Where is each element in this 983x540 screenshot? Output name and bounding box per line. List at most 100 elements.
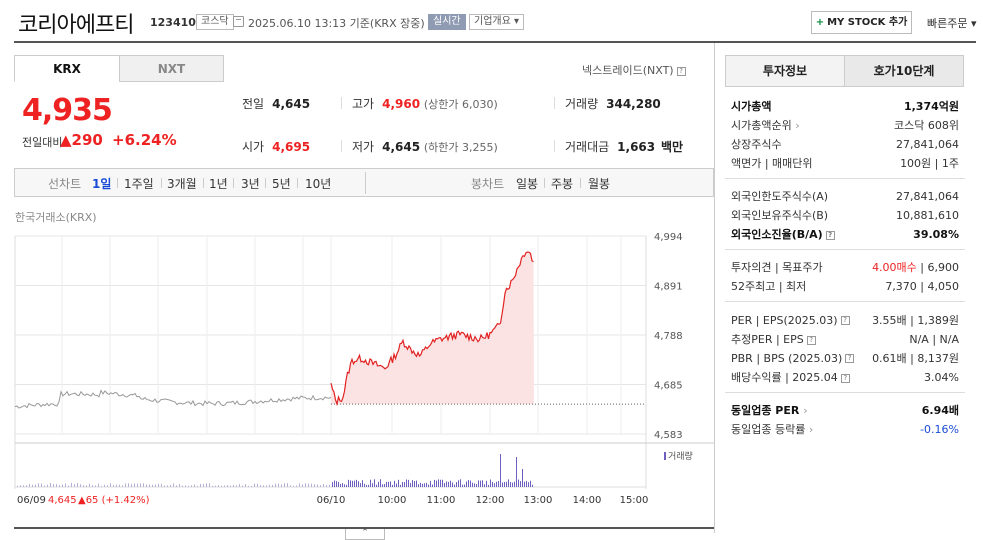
volume-bar [452,482,453,487]
market-cap-rank-row[interactable]: 시가총액순위 › 코스닥 608위 [731,116,959,134]
mystock-add-button[interactable]: + MY STOCK 추가 [811,11,912,34]
company-overview-button[interactable]: 기업개요 ▾ [469,14,525,30]
period-daily[interactable]: 일봉 [516,177,539,191]
period-1d[interactable]: 1일 [92,177,112,191]
volume-bar [490,479,491,487]
x-tick-label: 12:00 [476,495,505,506]
volume-bar [200,483,201,487]
period-1w[interactable]: 1주일 [124,177,154,191]
help-icon[interactable]: ? [840,373,850,383]
volume-bar [56,484,57,487]
volume-bar [281,484,282,487]
volume-bar [334,480,335,487]
divider [341,97,342,109]
volume-bar [522,469,523,487]
help-icon[interactable]: ? [676,66,686,76]
volume-bar [416,480,417,487]
volume-bar [254,483,255,487]
collapse-button[interactable]: ⌃ [345,529,385,540]
change-percent: +6.24% [112,131,177,149]
help-icon[interactable]: ? [825,230,835,240]
divider [297,178,298,188]
industry-per-row[interactable]: 동일업종 PER › 6.94배 [731,401,959,419]
amount-unit: 백만 [660,140,684,154]
tab-orderbook[interactable]: 호가10단계 [844,55,964,87]
y-tick-label: 4,685 [654,381,683,392]
period-5y[interactable]: 5년 [272,177,291,191]
volume-bar [450,480,451,487]
volume-bar [472,482,473,487]
volume-bar [376,484,377,487]
volume-bar [418,484,419,487]
period-1y[interactable]: 1년 [209,177,228,191]
period-3m[interactable]: 3개월 [167,177,197,191]
candle-chart-label: 봉차트 [471,177,505,191]
volume-bar [299,483,300,487]
help-icon[interactable]: ? [845,354,855,363]
prev-value: 4,645 [272,97,311,111]
row-label: 동일업종 PER › [731,402,808,418]
volume-bar [448,481,449,487]
volume-bar [230,485,231,487]
volume-bar [203,484,204,487]
volume-bar [410,483,411,487]
volume-bar [350,480,351,487]
row-value: 1,374억원 [903,100,959,113]
mystock-label: MY STOCK 추가 [827,17,908,28]
divider [117,178,118,188]
volume-bar [326,485,327,487]
volume-bar [466,481,467,487]
volume-bar [428,484,429,487]
current-price: 4,935 [22,93,113,128]
volume-bar [161,483,162,487]
volume-bar [526,480,527,487]
nxt-link-label: 넥스트레이드(NXT) [582,64,674,77]
nxt-help-link[interactable]: 넥스트레이드(NXT)? [582,62,686,78]
volume-bar [494,483,495,487]
volume-bar [520,481,521,487]
volume-bar [173,483,174,487]
period-weekly[interactable]: 주봉 [551,177,574,191]
tab-krx[interactable]: KRX [14,55,120,82]
help-icon[interactable]: ? [840,316,850,325]
foreign-limit-row: 외국인한도주식수(A) 27,841,064 [731,187,959,205]
volume-bar [191,485,192,487]
industry-change-row[interactable]: 동일업종 등락률 › -0.16% [731,420,959,438]
row-label: 외국인소진율(B/A)? [731,226,835,242]
row-value: 27,841,064 [896,189,959,203]
volume-bar [260,485,261,487]
volume-bar [68,485,69,487]
volume-bar [488,484,489,487]
volume-bar [41,483,42,487]
volume-bar [194,484,195,487]
volume-bar [314,484,315,487]
volume-bar [426,482,427,487]
summary-low: 저가 4,645 (하한가 3,255) [352,138,498,155]
volume-bar [458,480,459,487]
x-tick-label: 10:00 [378,495,407,506]
volume-bar [305,483,306,487]
volume-bar [374,479,375,487]
intraday-chart[interactable]: 4,994 4,891 4,788 4,685 4,583 거래량 06/10 10:00 11… [0,224,714,524]
volume-bar [400,484,401,487]
change-value: ▲290 [60,131,103,149]
row-label: PBR | BPS (2025.03)? [731,352,855,365]
volume-bar [348,479,349,487]
quick-order-button[interactable]: 빠른주문 ▾ [927,15,977,31]
tab-investment-info[interactable]: 투자정보 [725,55,845,87]
period-monthly[interactable]: 월봉 [588,177,611,191]
help-icon[interactable]: ? [806,335,816,345]
period-3y[interactable]: 3년 [241,177,260,191]
volume-bar [454,484,455,487]
chevron-right-icon: › [795,119,800,132]
volume-bar [95,485,96,487]
row-label: 외국인한도주식수(A) [731,190,829,203]
volume-bar [440,479,441,487]
volume-bar [308,483,309,487]
volume-bar [257,483,258,487]
chevron-right-icon: › [808,423,814,436]
live-badge[interactable]: 실시간 [428,14,466,30]
tab-nxt[interactable]: NXT [119,55,224,82]
period-10y[interactable]: 10년 [305,177,332,191]
volume-bar [248,485,249,487]
